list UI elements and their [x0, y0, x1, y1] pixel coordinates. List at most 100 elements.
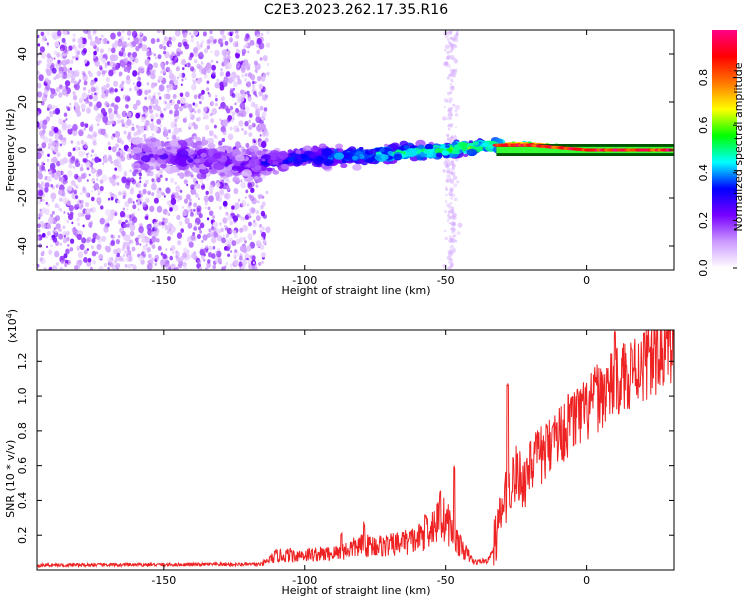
spectral-blob	[194, 191, 197, 195]
spectral-blob	[179, 256, 184, 262]
spectral-blob	[173, 267, 176, 270]
spectral-blob	[456, 231, 461, 236]
spectral-blob	[116, 252, 120, 258]
spectral-blob	[66, 236, 70, 242]
spectral-blob	[121, 120, 125, 125]
spectral-blob	[170, 121, 176, 128]
spectral-blob	[78, 129, 84, 137]
spectral-blob	[67, 185, 73, 191]
spectral-blob	[114, 43, 118, 48]
spectral-blob	[233, 230, 237, 235]
colorbar-tick-label: 0.2	[697, 212, 710, 230]
spectral-blob	[240, 265, 245, 270]
spectral-blob	[123, 245, 127, 249]
spectral-blob	[91, 196, 95, 202]
spectral-blob	[62, 179, 67, 185]
spectral-blob	[165, 62, 168, 66]
spectral-blob	[379, 148, 386, 153]
spectral-blob	[111, 215, 114, 219]
spectral-blob	[446, 137, 449, 140]
spectral-blob	[80, 164, 84, 168]
spectral-blob	[244, 120, 249, 127]
spectral-blob	[248, 125, 253, 130]
spectral-blob	[229, 37, 233, 43]
spectral-blob	[91, 131, 98, 138]
spectral-blob	[239, 95, 245, 103]
spectral-blob	[62, 230, 67, 236]
spectral-blob	[138, 152, 145, 156]
spectral-blob	[179, 172, 185, 180]
spectral-blob	[264, 88, 267, 91]
spectral-blob	[54, 229, 58, 234]
y-tick-label: 0	[16, 147, 29, 154]
spectral-blob	[181, 78, 184, 82]
spectral-blob	[156, 205, 163, 213]
spectral-blob	[235, 92, 241, 99]
spectral-blob	[166, 146, 172, 150]
spectral-blob	[216, 234, 223, 242]
spectral-blob	[226, 227, 233, 235]
spectral-blob	[64, 80, 71, 87]
spectral-blob	[69, 106, 72, 110]
spectral-blob	[158, 84, 165, 92]
spectral-blob	[136, 129, 141, 136]
spectral-blob	[163, 50, 167, 55]
spectral-blob	[240, 216, 244, 221]
spectral-blob	[66, 219, 70, 224]
spectral-blob	[267, 159, 273, 164]
spectral-blob	[161, 191, 165, 196]
colorbar-tick-label: 0.4	[697, 164, 710, 182]
spectral-blob	[446, 134, 450, 138]
spectral-blob	[231, 149, 241, 156]
spectral-blob	[64, 262, 68, 268]
spectral-blob	[176, 198, 180, 202]
spectral-blob	[120, 60, 127, 68]
spectral-blob	[248, 145, 259, 153]
spectral-blob	[158, 168, 163, 175]
spectral-blob	[72, 91, 76, 96]
spectral-blob	[120, 49, 123, 53]
spectral-blob	[444, 49, 447, 52]
spectral-blob	[208, 184, 214, 191]
spectral-blob	[172, 60, 176, 65]
spectral-blob	[454, 239, 458, 243]
spectral-blob	[244, 36, 249, 42]
spectral-blob	[186, 62, 191, 68]
spectral-blob	[174, 123, 178, 127]
spectral-blob	[244, 73, 248, 77]
spectral-blob	[208, 93, 212, 98]
spectral-blob	[37, 91, 43, 98]
spectral-blob	[76, 185, 79, 189]
spectral-blob	[450, 239, 453, 243]
spectral-blob	[162, 253, 167, 260]
spectral-blob	[165, 177, 168, 182]
spectral-blob	[104, 218, 109, 224]
spectral-blob	[59, 242, 63, 246]
spectral-blob	[165, 263, 171, 270]
spectral-blob	[112, 174, 116, 179]
spectral-blob	[454, 109, 458, 113]
y-tick-label: 1.2	[16, 353, 29, 371]
spectral-blob	[52, 199, 55, 202]
colorbar-tick-label: 0.0	[697, 259, 710, 277]
spectral-blob	[248, 158, 260, 167]
spectral-blob	[76, 203, 80, 208]
spectral-blob	[118, 148, 121, 151]
spectral-blob	[88, 222, 93, 228]
spectral-blob	[240, 179, 243, 183]
spectral-blob	[91, 189, 94, 193]
spectral-blob	[178, 72, 183, 78]
spectral-blob	[45, 68, 49, 73]
spectral-blob	[53, 57, 56, 60]
spectral-blob	[124, 264, 128, 268]
spectral-blob	[242, 246, 247, 253]
spectral-blob	[152, 121, 154, 125]
spectral-blob	[150, 137, 157, 142]
spectral-blob	[130, 177, 135, 183]
spectral-blob	[81, 49, 87, 56]
spectral-blob	[229, 263, 233, 268]
spectral-blob	[203, 258, 206, 262]
spectral-blob	[233, 233, 238, 239]
spectral-blob	[146, 51, 151, 57]
spectral-blob	[243, 236, 246, 241]
